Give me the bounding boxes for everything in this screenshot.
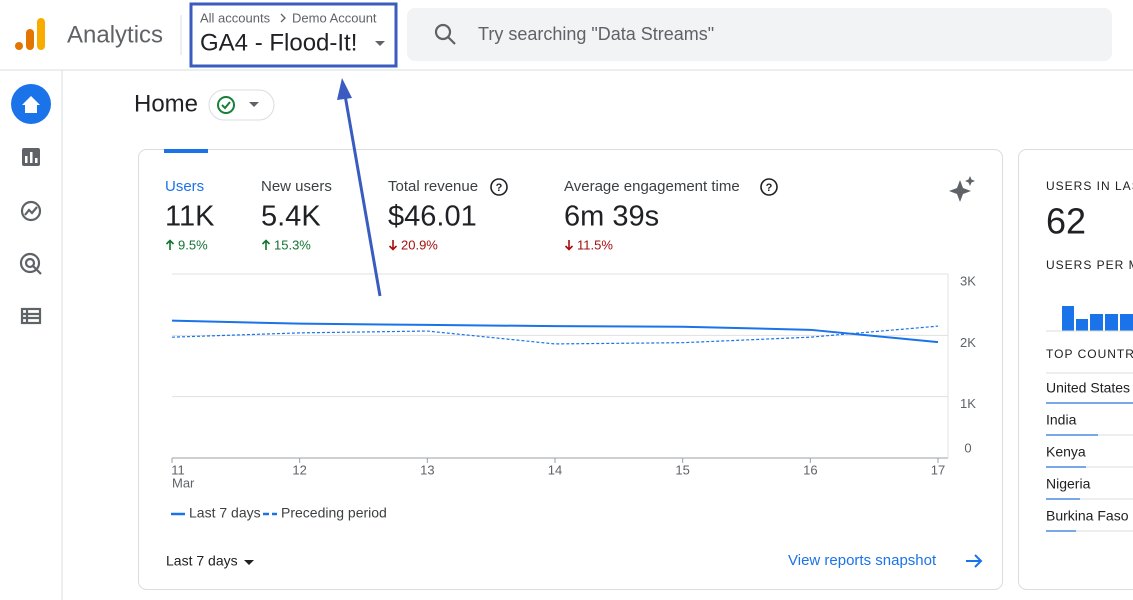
search-box[interactable] — [407, 8, 1112, 61]
insights-icon[interactable] — [949, 176, 975, 202]
breadcrumb-item[interactable]: All accounts — [200, 10, 271, 25]
metrics: Users 11K 9.5% New users 5.4K 15.3% Total reve… — [165, 178, 778, 252]
y-tick-label: 0 — [964, 440, 971, 455]
x-tick-label: 11 — [171, 462, 185, 477]
x-tick-label: 16 — [803, 462, 817, 477]
status-chip[interactable] — [208, 89, 275, 121]
metric-label: Users — [165, 178, 204, 195]
nav-advertising[interactable] — [19, 252, 42, 275]
x-tick-label: 17 — [931, 462, 945, 477]
per-minute-bars — [1062, 306, 1133, 331]
help-icon — [490, 178, 508, 196]
country-name: India — [1046, 412, 1077, 428]
metric-change: 9.5% — [178, 237, 208, 252]
y-tick-label: 2K — [960, 335, 976, 350]
metric-value: 5.4K — [261, 201, 321, 233]
section-title: TOP COUNTR — [1046, 347, 1133, 361]
active-tab-indicator — [164, 149, 208, 153]
change-arrow — [261, 239, 271, 250]
summary-card — [138, 149, 1003, 590]
app-name: Analytics — [67, 21, 163, 48]
y-tick-label: 1K — [960, 396, 976, 411]
country-list: United States India Kenya Nigeria Burkina Fa… — [1046, 380, 1133, 532]
legend: Last 7 days Preceding period — [171, 505, 387, 521]
series-line — [171, 325, 939, 345]
country-name: Kenya — [1046, 444, 1086, 460]
change-arrow — [165, 239, 175, 250]
x-tick-label: 12 — [292, 462, 306, 477]
metric-label: Average engagement time — [564, 178, 740, 195]
y-tick-label: 3K — [960, 273, 976, 288]
legend-label: Last 7 days — [189, 505, 261, 521]
card-subtitle: USERS PER M — [1046, 258, 1133, 272]
metric-value: 6m 39s — [564, 201, 659, 233]
country-name: United States — [1046, 380, 1130, 396]
change-arrow — [564, 240, 574, 251]
x-tick-label: 15 — [675, 462, 689, 477]
realtime-value: 62 — [1046, 201, 1086, 242]
help-icon-q: ? — [496, 182, 503, 194]
date-range-selector[interactable]: Last 7 days — [166, 553, 238, 569]
property-selector[interactable]: All accounts Demo Account GA4 - Flood-It… — [200, 10, 385, 56]
property-name[interactable]: GA4 - Flood-It! — [200, 29, 357, 56]
nav-explore[interactable] — [20, 200, 42, 222]
chart: 0 1K 2K 3K 11 12 13 14 15 16 17 Mar — [171, 273, 976, 490]
metric-value: 11K — [165, 201, 215, 233]
x-tick-label: 13 — [420, 462, 434, 477]
country-name: Nigeria — [1046, 476, 1091, 492]
search-icon — [434, 23, 456, 45]
nav-configure[interactable] — [20, 307, 42, 325]
dropdown-caret — [244, 560, 254, 565]
metric-change: 15.3% — [274, 237, 311, 252]
link-arrow — [966, 554, 983, 568]
breadcrumb-sep — [280, 13, 286, 23]
nav-home[interactable] — [11, 84, 51, 124]
metric-change: 11.5% — [577, 237, 613, 252]
metric-value: $46.01 — [388, 201, 477, 233]
metric-label: New users — [261, 178, 332, 195]
metric-label: Total revenue — [388, 178, 478, 195]
legend-label: Preceding period — [281, 505, 387, 521]
country-name: Burkina Faso — [1046, 508, 1129, 524]
annotation-arrow — [337, 78, 382, 297]
x-month-label: Mar — [172, 475, 195, 490]
nav-reports[interactable] — [22, 148, 40, 166]
page-title: Home — [134, 90, 198, 117]
dropdown-caret — [375, 41, 385, 46]
help-icon — [760, 178, 778, 196]
logo — [15, 18, 45, 50]
metric-change: 20.9% — [401, 237, 438, 252]
view-snapshot-link[interactable]: View reports snapshot — [788, 552, 937, 569]
change-arrow — [388, 240, 398, 251]
x-tick-label: 14 — [548, 462, 562, 477]
search-placeholder[interactable]: Try searching "Data Streams" — [478, 24, 714, 44]
series-line — [171, 319, 939, 344]
help-icon-q: ? — [766, 182, 773, 194]
highlight-box — [189, 2, 398, 68]
realtime-card — [1018, 149, 1133, 590]
breadcrumb-item[interactable]: Demo Account — [292, 10, 377, 25]
card-title: USERS IN LAS — [1046, 179, 1133, 193]
